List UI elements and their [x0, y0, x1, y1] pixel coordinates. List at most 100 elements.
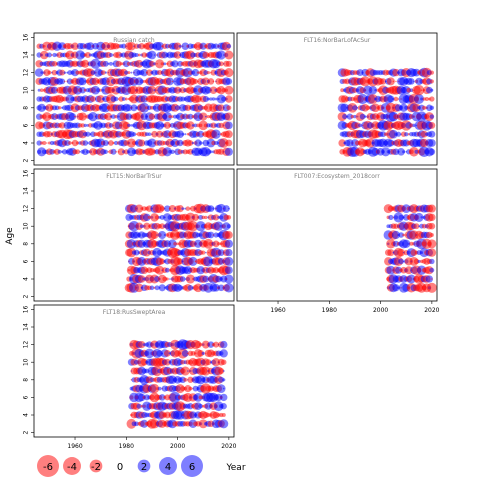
bubble-point — [104, 112, 113, 121]
bubble-point — [409, 147, 419, 157]
bubble-point — [83, 123, 87, 128]
bubble-point — [159, 223, 166, 230]
bubble-point — [176, 130, 184, 138]
bubble-point — [37, 103, 46, 112]
bubble-point — [357, 93, 368, 105]
bubble-point — [204, 251, 207, 254]
bubble-point — [422, 105, 427, 110]
bubble-point — [402, 239, 411, 248]
bubble-point — [368, 85, 378, 95]
bubble-point — [401, 204, 411, 214]
bubble-point — [151, 365, 163, 377]
bubble-point — [176, 242, 179, 246]
bubble-point — [90, 58, 101, 69]
bubble-point — [150, 231, 159, 239]
bubble-point — [203, 256, 214, 267]
bubble-point — [225, 78, 233, 85]
bubble-point — [204, 115, 207, 118]
bubble-point — [57, 149, 62, 154]
bubble-point — [429, 96, 435, 102]
bubble-point — [86, 42, 95, 51]
y-tick-label: 4 — [23, 413, 30, 417]
bubble-point — [387, 249, 395, 257]
bubble-point — [198, 141, 203, 145]
y-tick-label: 2 — [23, 295, 30, 299]
bubble-point — [154, 215, 160, 220]
bubble-point — [428, 222, 436, 230]
bubble-point — [158, 394, 166, 401]
bubble-point — [387, 95, 395, 103]
bubble-point — [147, 50, 157, 60]
panel-title: Russian catch — [113, 37, 155, 44]
bubble-point — [389, 129, 398, 139]
bubble-point — [147, 85, 157, 95]
bubble-point — [409, 123, 414, 128]
bubble-point — [222, 222, 231, 231]
ylabel: Age — [5, 227, 15, 245]
bubble-point — [413, 84, 425, 96]
bubble-point — [46, 52, 52, 58]
bubble-point — [160, 123, 165, 128]
bubble-point — [144, 132, 149, 137]
bubble-point — [115, 150, 117, 153]
bubble-point — [149, 60, 155, 67]
bubble-point — [134, 283, 144, 293]
legend-bubble — [37, 455, 59, 477]
y-tick-label: 10 — [23, 358, 30, 366]
y-tick-label: 4 — [23, 141, 30, 145]
bubble-point — [163, 350, 171, 357]
bubble-point — [126, 247, 137, 258]
panel-2: FLT16:NorBarLofAcSur — [236, 32, 438, 166]
y-tick-label: 14 — [23, 323, 30, 331]
bubble-point — [191, 68, 200, 77]
bubble-point — [429, 114, 435, 119]
legend-label: -6 — [43, 462, 53, 473]
bubble-point — [209, 150, 213, 154]
bubble-point — [216, 86, 226, 95]
bubble-point — [413, 258, 420, 265]
bubbles — [337, 67, 436, 158]
bubble-point — [96, 95, 105, 103]
bubble-point — [358, 123, 362, 128]
panel-title: FLT18:RusSweptArea — [103, 309, 166, 316]
bubble-point — [191, 213, 200, 221]
bubble-point — [407, 242, 410, 245]
y-tick-label: 8 — [23, 378, 30, 382]
bubble-point — [426, 86, 433, 94]
bubble-point — [410, 249, 418, 256]
bubble-point — [71, 42, 79, 50]
bubble-point — [214, 393, 223, 402]
bubble-point — [386, 77, 395, 86]
bubble-point — [113, 96, 119, 102]
bubble-point — [37, 88, 41, 92]
bubble-point — [365, 105, 371, 111]
bubble-point — [59, 78, 66, 85]
bubble-point — [202, 95, 209, 103]
panel-title: FLT15:NorBarTrSur — [106, 173, 162, 180]
bubble-point — [406, 87, 412, 93]
legend-label: 6 — [189, 462, 195, 473]
bubble-point — [224, 266, 233, 275]
bubble-point — [140, 358, 148, 366]
bubble-point — [58, 42, 67, 51]
bubble-point — [184, 385, 192, 393]
bubble-point — [204, 86, 212, 94]
bubble-point — [162, 112, 172, 122]
bubble-point — [163, 121, 171, 129]
bubble-point — [203, 70, 209, 76]
bubble-point — [156, 130, 164, 138]
bubble-point — [367, 94, 378, 104]
bubble-point — [228, 207, 230, 210]
bubble-point — [144, 348, 155, 359]
bubble-point — [187, 140, 194, 146]
bubble-point — [213, 401, 224, 412]
y-tick-label: 4 — [23, 277, 30, 281]
bubble-point — [201, 366, 211, 376]
bubble-point — [79, 52, 86, 58]
bubble-point — [225, 139, 233, 147]
bubble-point — [222, 387, 225, 390]
y-tick-label: 16 — [23, 169, 30, 177]
bubble-point — [198, 120, 209, 131]
bubble-point — [424, 97, 429, 101]
